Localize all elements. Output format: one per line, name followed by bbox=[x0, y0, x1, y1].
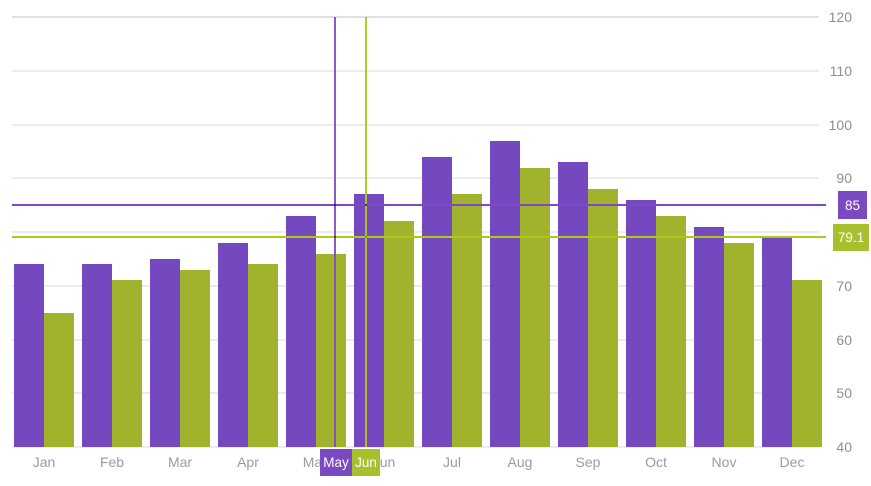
gridline-40 bbox=[12, 446, 819, 448]
crosshair-horizontal-green bbox=[12, 235, 826, 238]
value-axis-label-100: 100 bbox=[828, 116, 852, 133]
category-label-jul: Jul bbox=[443, 454, 461, 470]
crosshair-vertical-green bbox=[365, 17, 367, 447]
category-label-apr: Apr bbox=[237, 454, 259, 470]
bar-jan-green-series[interactable] bbox=[44, 312, 74, 447]
bar-mar-green-series[interactable] bbox=[180, 269, 210, 447]
bar-nov-green-series[interactable] bbox=[724, 242, 754, 447]
gridline-60 bbox=[12, 338, 819, 341]
category-label-jan: Jan bbox=[32, 454, 56, 470]
bar-dec-green-series[interactable] bbox=[792, 280, 822, 447]
bar-mar-purple-series[interactable] bbox=[150, 258, 180, 447]
bar-jan-purple-series[interactable] bbox=[14, 264, 44, 447]
bar-nov-purple-series[interactable] bbox=[694, 226, 724, 447]
category-label-aug: Aug bbox=[507, 454, 533, 470]
category-label-dec: Dec bbox=[779, 454, 805, 470]
bar-dec-purple-series[interactable] bbox=[762, 237, 792, 447]
category-label-feb: Feb bbox=[99, 454, 125, 470]
value-badge-purple: 85 bbox=[838, 191, 867, 220]
category-badge-purple: May bbox=[320, 449, 352, 476]
bar-sep-green-series[interactable] bbox=[588, 189, 618, 447]
value-axis-label-60: 60 bbox=[836, 331, 852, 348]
bar-apr-green-series[interactable] bbox=[248, 264, 278, 447]
gridline-80 bbox=[12, 231, 819, 233]
gridline-120 bbox=[12, 16, 819, 18]
bar-feb-purple-series[interactable] bbox=[82, 264, 112, 447]
crosshair-vertical-purple bbox=[334, 17, 336, 447]
value-axis-label-90: 90 bbox=[836, 170, 852, 187]
value-axis-label-40: 40 bbox=[836, 439, 852, 455]
category-label-mar: Mar bbox=[167, 454, 193, 470]
bar-sep-purple-series[interactable] bbox=[558, 162, 588, 447]
value-badge-green: 79.1 bbox=[833, 223, 869, 251]
bar-jun-green-series[interactable] bbox=[384, 221, 414, 447]
value-axis-label-120: 120 bbox=[828, 9, 852, 25]
gridline-110 bbox=[12, 69, 819, 72]
bar-oct-purple-series[interactable] bbox=[626, 199, 656, 447]
bar-may-green-series[interactable] bbox=[316, 253, 346, 447]
gridline-50 bbox=[12, 392, 819, 395]
category-label-sep: Sep bbox=[575, 454, 601, 470]
crosshair-horizontal-purple bbox=[12, 204, 826, 207]
gridline-70 bbox=[12, 284, 819, 287]
bar-feb-green-series[interactable] bbox=[112, 280, 142, 447]
value-axis-label-110: 110 bbox=[829, 62, 852, 79]
value-axis-label-70: 70 bbox=[836, 277, 852, 294]
bar-aug-green-series[interactable] bbox=[520, 167, 550, 447]
gridline-100 bbox=[12, 123, 819, 126]
bar-aug-purple-series[interactable] bbox=[490, 140, 520, 447]
bar-apr-purple-series[interactable] bbox=[218, 242, 248, 447]
value-axis-label-50: 50 bbox=[836, 385, 852, 402]
category-label-nov: Nov bbox=[711, 454, 737, 470]
category-badge-green: Jun bbox=[352, 449, 380, 476]
bar-may-purple-series[interactable] bbox=[286, 215, 316, 447]
category-label-oct: Oct bbox=[645, 454, 667, 470]
bar-oct-green-series[interactable] bbox=[656, 215, 686, 447]
gridline-90 bbox=[12, 177, 819, 180]
